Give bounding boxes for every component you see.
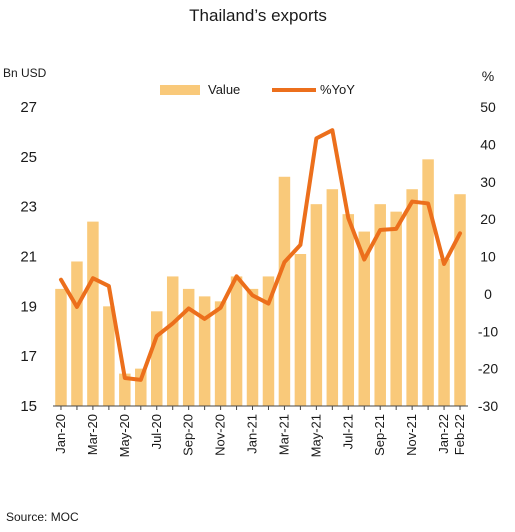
right-tick-label: 0 — [484, 286, 492, 302]
bar-Aug-20 — [166, 276, 179, 406]
x-tick-label: Jan-20 — [53, 414, 68, 454]
right-tick-label: 10 — [480, 249, 496, 265]
yoy-point-Mar-21 — [283, 261, 285, 263]
x-tick-label: Nov-21 — [404, 414, 419, 456]
yoy-point-May-20 — [124, 377, 126, 379]
x-tick-label: Jul-21 — [340, 414, 355, 449]
right-axis-unit: % — [482, 68, 494, 84]
left-tick-label: 19 — [20, 298, 37, 315]
yoy-point-Feb-20 — [76, 306, 78, 308]
bar-Jan-21 — [246, 288, 259, 406]
bar-Dec-20 — [230, 276, 243, 406]
bar-May-21 — [310, 204, 323, 406]
yoy-point-Jan-22 — [443, 263, 445, 265]
x-tick-label: Nov-20 — [213, 414, 228, 456]
yoy-point-Nov-21 — [411, 201, 413, 203]
yoy-point-Jun-21 — [331, 129, 333, 131]
yoy-point-Aug-21 — [363, 258, 365, 260]
bar-Nov-21 — [406, 189, 418, 406]
bar-Feb-21 — [262, 276, 275, 406]
bar-Mar-20 — [87, 221, 99, 406]
bar-Apr-21 — [294, 254, 307, 406]
chart-title: Thailand’s exports — [189, 6, 327, 25]
left-axis-ticks: 15 17 19 21 23 25 27 — [20, 99, 37, 415]
yoy-point-Jul-21 — [347, 217, 349, 219]
yoy-point-Sep-21 — [379, 229, 381, 231]
yoy-point-Feb-21 — [267, 303, 269, 305]
right-tick-label: 50 — [480, 99, 496, 115]
x-tick-label: Jan-21 — [245, 414, 260, 454]
left-tick-label: 15 — [20, 398, 37, 415]
x-tick-label: Mar-21 — [276, 414, 291, 455]
bar-Mar-21 — [278, 176, 291, 406]
bar-series — [55, 159, 466, 407]
bar-Sep-21 — [374, 204, 386, 406]
right-tick-label: -20 — [478, 361, 498, 377]
bar-Oct-20 — [198, 296, 211, 406]
x-tick-label: Jan-22 — [436, 414, 451, 454]
right-axis-ticks: -30 -20 -10 0 10 20 30 40 50 — [478, 99, 498, 414]
left-tick-label: 17 — [20, 348, 37, 365]
bar-Dec-21 — [422, 159, 434, 406]
yoy-point-Mar-20 — [92, 277, 94, 279]
yoy-point-Apr-21 — [299, 244, 301, 246]
bar-Aug-21 — [358, 231, 370, 406]
yoy-point-Oct-21 — [395, 228, 397, 230]
bar-Jul-21 — [342, 214, 355, 406]
source-note: Source: MOC — [6, 510, 79, 524]
bar-Jan-20 — [55, 288, 67, 406]
right-tick-label: -10 — [478, 323, 498, 339]
bar-Jun-21 — [326, 189, 339, 406]
legend: Value %YoY — [160, 82, 355, 97]
yoy-line-series — [58, 128, 463, 382]
left-tick-label: 27 — [20, 99, 37, 116]
yoy-point-Aug-20 — [172, 322, 174, 324]
right-tick-label: 40 — [480, 136, 496, 152]
yoy-point-Dec-20 — [236, 275, 238, 277]
left-tick-label: 25 — [20, 149, 37, 166]
x-tick-label: Feb-22 — [452, 414, 467, 455]
right-tick-label: 30 — [480, 174, 496, 190]
yoy-point-Sep-20 — [188, 307, 190, 309]
yoy-point-Nov-20 — [220, 307, 222, 309]
bar-Nov-20 — [214, 301, 227, 406]
yoy-point-Jun-20 — [140, 379, 142, 381]
bar-May-20 — [119, 373, 131, 406]
x-tick-label: May-20 — [117, 414, 132, 457]
bar-Jun-20 — [135, 368, 147, 407]
bar-Sep-20 — [182, 288, 195, 406]
yoy-point-Jan-20 — [60, 279, 62, 281]
x-tick-label: Sep-20 — [181, 414, 196, 456]
right-tick-label: -30 — [478, 398, 498, 414]
yoy-line — [58, 128, 463, 382]
bar-Oct-21 — [390, 211, 402, 406]
yoy-point-Oct-20 — [204, 318, 206, 320]
left-tick-label: 21 — [20, 249, 37, 266]
x-axis-ticks: Jan-20 Mar-20 May-20 Jul-20 Sep-20 Nov-20 Jan-… — [53, 406, 467, 457]
bar-Apr-20 — [103, 306, 115, 406]
yoy-point-May-21 — [315, 137, 317, 139]
yoy-point-Dec-21 — [427, 202, 429, 204]
yoy-point-Jan-21 — [252, 294, 254, 296]
legend-value-swatch — [160, 85, 200, 95]
legend-yoy-label: %YoY — [320, 82, 355, 97]
yoy-point-Feb-22 — [459, 232, 461, 234]
bar-Feb-20 — [71, 261, 83, 406]
x-tick-label: Sep-21 — [372, 414, 387, 456]
bar-Jan-22 — [438, 258, 450, 406]
bar-Jul-20 — [151, 311, 163, 406]
yoy-point-Jul-20 — [156, 335, 158, 337]
left-axis-unit: Bn USD — [3, 66, 47, 80]
right-tick-label: 20 — [480, 211, 496, 227]
x-tick-label: Mar-20 — [85, 414, 100, 455]
x-tick-label: May-21 — [308, 414, 323, 457]
x-tick-label: Jul-20 — [149, 414, 164, 449]
left-tick-label: 23 — [20, 199, 37, 216]
bar-Feb-22 — [454, 194, 466, 406]
legend-value-label: Value — [208, 82, 240, 97]
yoy-point-Apr-20 — [108, 285, 110, 287]
